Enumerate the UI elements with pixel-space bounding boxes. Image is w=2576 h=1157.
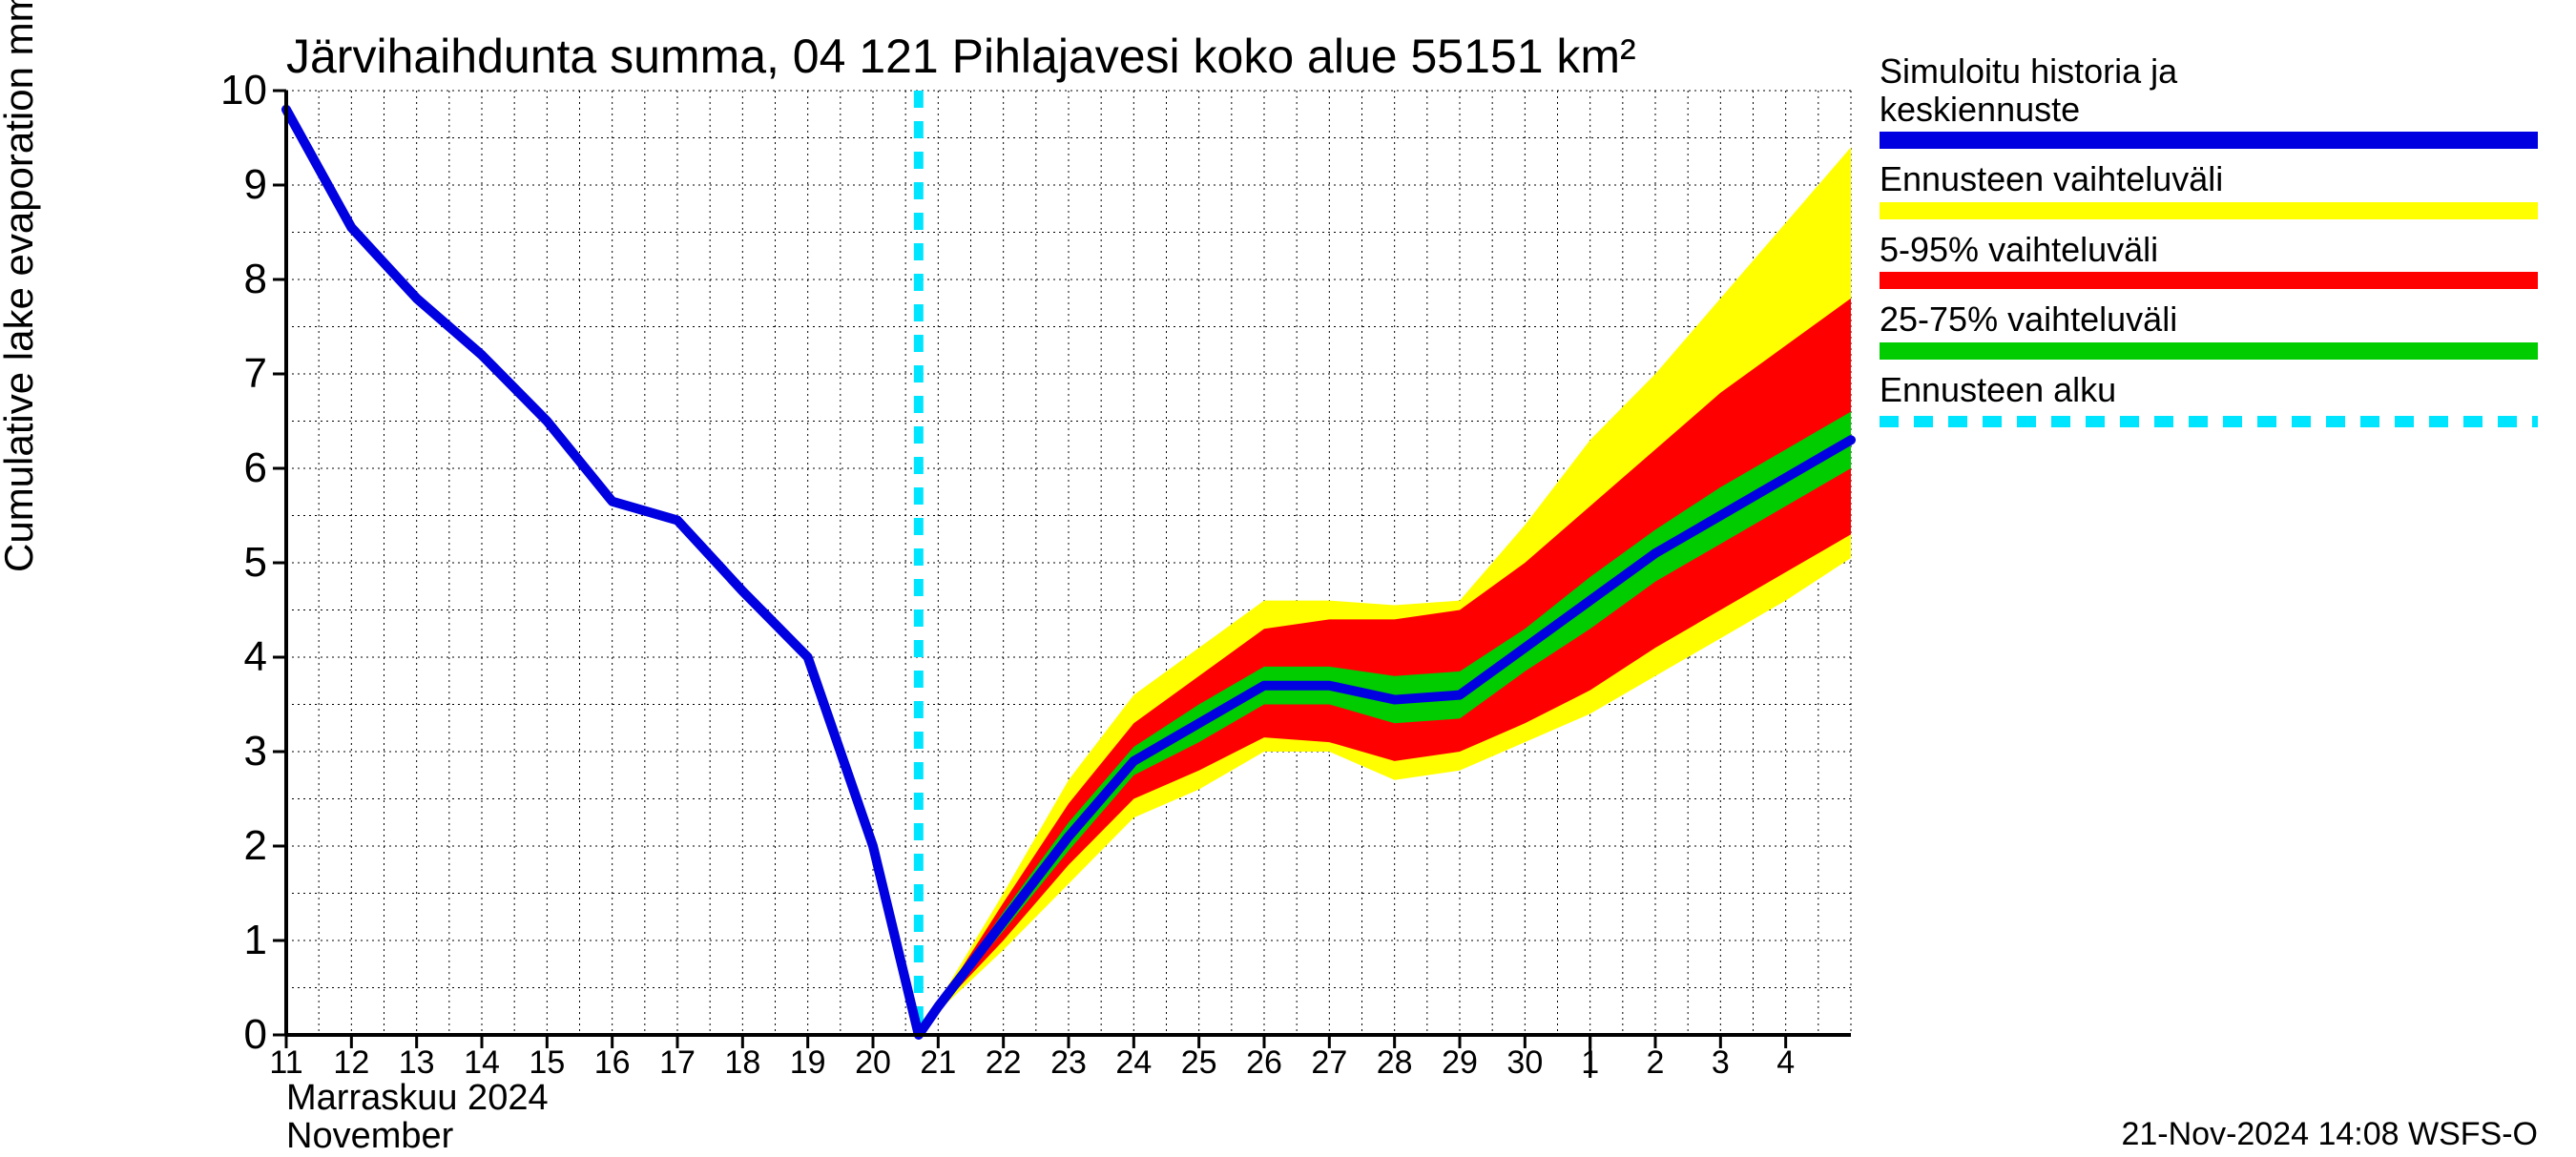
x-tick-label: 20: [855, 1044, 891, 1082]
x-tick-label: 22: [986, 1044, 1022, 1082]
y-tick-label: 2: [244, 822, 267, 870]
x-tick-label: 11: [269, 1044, 302, 1082]
y-axis-label: Cumulative lake evaporation mm: [0, 0, 42, 572]
x-tick-label: 21: [920, 1044, 956, 1082]
x-tick-label: 2: [1647, 1044, 1665, 1082]
month-label-fi: Marraskuu 2024: [286, 1078, 549, 1119]
chart-container: Cumulative lake evaporation mm Järvihaih…: [0, 0, 2576, 1145]
x-tick-label: 4: [1776, 1044, 1795, 1082]
y-tick-label: 5: [244, 539, 267, 587]
legend-label: Ennusteen vaihteluväli: [1880, 160, 2547, 198]
footer-timestamp: 21-Nov-2024 14:08 WSFS-O: [2121, 1116, 2538, 1153]
band-red: [919, 299, 1851, 1035]
y-tick-label: 4: [244, 633, 267, 681]
legend-item: Ennusteen alku: [1880, 371, 2547, 435]
y-tick-label: 7: [244, 350, 267, 398]
legend-swatch: [1880, 202, 2538, 219]
legend-swatch: [1880, 413, 2538, 430]
legend-label: Simuloitu historia ja keskiennuste: [1880, 52, 2547, 128]
legend-swatch: [1880, 132, 2538, 149]
x-tick-label: 13: [399, 1044, 435, 1082]
plot-area: [286, 91, 1851, 1035]
y-tick-label: 10: [220, 67, 267, 114]
legend-label: Ennusteen alku: [1880, 371, 2547, 409]
x-tick-label: 27: [1311, 1044, 1347, 1082]
legend-item: 5-95% vaihteluväli: [1880, 231, 2547, 290]
x-tick-label: 17: [659, 1044, 696, 1082]
y-tick-label: 8: [244, 256, 267, 303]
month-label-en: November: [286, 1116, 453, 1157]
x-tick-label: 28: [1377, 1044, 1413, 1082]
legend-swatch: [1880, 342, 2538, 360]
legend-swatch: [1880, 272, 2538, 289]
x-tick-label: 29: [1442, 1044, 1478, 1082]
legend-label: 5-95% vaihteluväli: [1880, 231, 2547, 269]
legend-item: Simuloitu historia ja keskiennuste: [1880, 52, 2547, 149]
x-tick-label: 1: [1581, 1044, 1599, 1082]
y-tick-label: 9: [244, 161, 267, 209]
legend-item: Ennusteen vaihteluväli: [1880, 160, 2547, 219]
x-tick-label: 19: [790, 1044, 826, 1082]
y-tick-label: 1: [244, 917, 267, 964]
x-tick-label: 16: [594, 1044, 631, 1082]
y-tick-label: 0: [244, 1011, 267, 1059]
chart-title: Järvihaihdunta summa, 04 121 Pihlajavesi…: [286, 29, 1636, 84]
x-tick-label: 23: [1050, 1044, 1087, 1082]
x-tick-label: 18: [724, 1044, 760, 1082]
x-tick-label: 24: [1115, 1044, 1152, 1082]
legend-label: 25-75% vaihteluväli: [1880, 300, 2547, 339]
x-tick-label: 30: [1506, 1044, 1543, 1082]
x-tick-label: 26: [1246, 1044, 1282, 1082]
legend-item: 25-75% vaihteluväli: [1880, 300, 2547, 360]
y-tick-label: 3: [244, 728, 267, 775]
plot-svg: [286, 91, 1851, 1035]
x-tick-label: 14: [464, 1044, 500, 1082]
x-tick-label: 15: [529, 1044, 565, 1082]
legend: Simuloitu historia ja keskiennuste Ennust…: [1880, 52, 2547, 446]
y-tick-label: 6: [244, 444, 267, 492]
x-tick-label: 12: [333, 1044, 369, 1082]
x-tick-label: 25: [1181, 1044, 1217, 1082]
x-tick-label: 3: [1712, 1044, 1730, 1082]
